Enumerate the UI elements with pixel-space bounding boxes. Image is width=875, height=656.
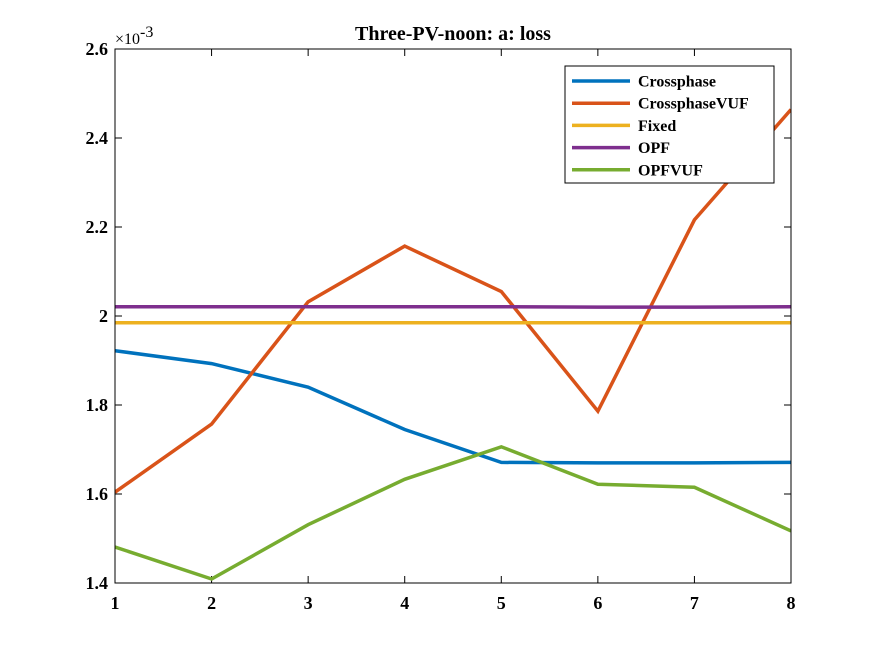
- legend-entry-crossphasevuf: CrossphaseVUF: [638, 96, 749, 113]
- x-tick-label: 5: [497, 593, 506, 613]
- x-tick-label: 1: [111, 593, 120, 613]
- y-tick-label: 2: [99, 306, 108, 326]
- legend: Crossphase CrossphaseVUF Fixed OPF OPFVUF: [564, 65, 775, 184]
- x-tick-label: 7: [690, 593, 699, 613]
- y-tick-label: 2.4: [86, 128, 109, 148]
- legend-entry-crossphase: Crossphase: [638, 74, 716, 91]
- axis-ticks: 1 2 3 4 5 6 7 8 1.4 1.6 1.8 2 2.2 2.4 2.6: [86, 39, 796, 613]
- plot-frame: [114, 48, 792, 584]
- series-lines: [115, 108, 791, 581]
- y-tick-label: 2.2: [86, 217, 109, 237]
- chart-title: Three-PV-noon: a: loss: [355, 23, 551, 45]
- y-axis-exponent: ×10-3: [115, 24, 153, 48]
- legend-entry-opfvuf: OPFVUF: [638, 162, 703, 179]
- x-tick-label: 6: [593, 593, 602, 613]
- series-line-crossphasevuf: [115, 108, 791, 494]
- y-tick-label: 2.6: [86, 39, 109, 59]
- legend-entry-opf: OPF: [638, 140, 670, 157]
- y-tick-label: 1.4: [86, 573, 109, 593]
- y-tick-label: 1.8: [86, 395, 109, 415]
- legend-entry-fixed: Fixed: [638, 118, 676, 135]
- series-line-crossphase: [115, 348, 791, 465]
- x-tick-label: 8: [787, 593, 796, 613]
- y-tick-label: 1.6: [86, 484, 109, 504]
- series-line-opfvuf: [115, 444, 791, 581]
- x-tick-label: 3: [304, 593, 313, 613]
- x-tick-label: 4: [400, 593, 409, 613]
- x-tick-label: 2: [207, 593, 216, 613]
